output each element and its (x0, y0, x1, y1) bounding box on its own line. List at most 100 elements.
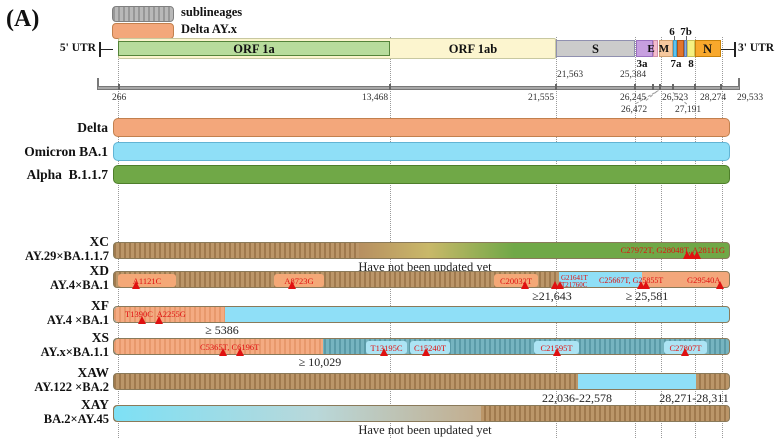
lineage-bar-delta (113, 118, 730, 137)
gene-box-orf7a (676, 40, 684, 57)
mutation-triangle-icon (693, 251, 701, 259)
mutation-triangle-icon (556, 281, 564, 289)
utr5-bracket-arm (99, 48, 113, 50)
gene-label-orf7a: 7a (670, 58, 682, 70)
lineage-label-alpha: Alpha B.1.1.7 (26, 167, 108, 182)
axis-tick (389, 84, 391, 90)
mutation-triangle-icon (138, 316, 146, 324)
axis-tick (659, 84, 661, 90)
utr3-label: 3' UTR (738, 42, 775, 54)
axis-end-tick-left (96, 78, 99, 87)
gridline-28274 (695, 37, 696, 438)
breakpoint-label: ≥ 10,029 (298, 355, 342, 369)
gridline-13468 (390, 37, 391, 438)
mutation-triangle-icon (642, 281, 650, 289)
gridline-266 (118, 37, 119, 438)
coord-26523: 26,523 (661, 93, 689, 103)
gene-label-s: S (592, 42, 599, 56)
gene-label-orf1a: ORF 1a (233, 42, 275, 56)
mutation-triangle-icon (155, 316, 163, 324)
mutation-label: T21760C (561, 280, 588, 288)
mutation-box: A8723G (274, 274, 324, 287)
recombinant-label-xf: XF AY.4 ×BA.1 (46, 298, 109, 327)
mutation-triangle-icon (637, 281, 645, 289)
mutation-triangle-icon (521, 281, 529, 289)
coord-25384: 25,384 (619, 70, 647, 80)
tick-orf6 (674, 36, 675, 40)
lineage-bar-omicron (113, 142, 730, 161)
gene-label-orf8: 8 (688, 58, 694, 70)
panel-label: (A) (6, 6, 40, 32)
axis-tick (555, 84, 557, 90)
gridline-26523 (661, 37, 662, 438)
lineage-label-delta: Delta (77, 120, 108, 135)
gene-box-s (556, 40, 635, 57)
coord-21555: 21,555 (527, 93, 555, 103)
segment-delta (114, 339, 323, 354)
mutation-triangle-icon (380, 348, 388, 356)
recombinant-label-xaw: XAW AY.122 ×BA.2 (34, 365, 109, 394)
mutation-label: C27972T, G28048T, A28111G (620, 245, 725, 255)
coord-266: 266 (112, 93, 127, 103)
axis-tick (672, 84, 674, 90)
segment-transition (359, 243, 514, 258)
coord-13468: 13,468 (361, 93, 389, 103)
coord-28274: 28,274 (699, 93, 727, 103)
mutation-label: C25667T, G25855T (599, 276, 664, 285)
mutation-box: C15240T (410, 341, 450, 354)
mutation-triangle-icon (219, 348, 227, 356)
mutation-box: C27807T (664, 341, 707, 354)
gene-box-e (652, 40, 658, 57)
segment-ba1 (559, 272, 642, 287)
segment-transition (114, 406, 481, 421)
axis-tick (719, 84, 722, 90)
coord-21563: 21,563 (557, 70, 584, 80)
gene-box-orf6 (672, 40, 677, 57)
recombinant-label-xs: XS AY.x×BA.1.1 (40, 330, 109, 359)
breakpoint-label: 22,036-22,578 (542, 391, 612, 405)
gene-box-orf1a (118, 41, 390, 56)
mutation-label: C5365T, C6196T (200, 341, 260, 352)
gene-box-n (694, 40, 721, 57)
mutation-box: C21595T (534, 341, 579, 354)
utr3-bracket-arm (721, 48, 734, 50)
gridline-29533 (722, 37, 723, 438)
note-xay: Have not been updated yet (358, 423, 492, 437)
recombinant-bar-xs: C5365T, C6196T T13195C C15240T C21595T C… (113, 338, 730, 355)
utr3-bracket (734, 42, 736, 57)
mutation-triangle-icon (681, 348, 689, 356)
segment-delta-right (642, 272, 729, 287)
mutation-box: A1121C (118, 274, 176, 287)
mutation-triangle-icon (422, 348, 430, 356)
mutation-triangle-icon (716, 281, 724, 289)
recombinant-bar-xay (113, 405, 730, 422)
axis-tick (694, 84, 696, 90)
coord-27191: 27,191 (674, 105, 702, 115)
mutation-label: T1390C A2255G (125, 309, 186, 319)
mutation-triangle-icon (683, 251, 691, 259)
recombinant-label-xc: XC AY.29×BA.1.1.7 (25, 234, 109, 263)
breakpoint-label: ≥21,643 (532, 289, 572, 303)
coord-29533: 29,533 (736, 93, 764, 103)
mutation-triangle-icon (132, 281, 140, 289)
tick-orf7b (686, 36, 687, 40)
mutation-label: G21641T (561, 273, 588, 282)
recombinant-label-xay: XAY BA.2×AY.45 (43, 397, 109, 426)
gene-label-orf3a: 3a (636, 58, 648, 70)
axis-line (97, 86, 740, 90)
coord-26472: 26,472 (620, 105, 648, 115)
gridline-25384 (635, 37, 636, 438)
gene-label-orf6: 6 (669, 26, 675, 38)
recombinant-label-xd: XD AY.4×BA.1 (50, 263, 109, 292)
gene-label-orf7b: 7b (680, 26, 692, 38)
gene-box-orf3a (635, 40, 653, 57)
utr5-label: 5' UTR (59, 42, 96, 54)
segment-ba2 (578, 374, 696, 389)
gene-label-n: N (702, 42, 713, 56)
recombinant-bar-xaw (113, 373, 730, 390)
recombinant-bar-xc: C27972T, G28048T, A28111G (113, 242, 730, 259)
axis-tick (118, 84, 120, 90)
lineage-bar-alpha (113, 165, 730, 184)
mutation-box: T13195C (366, 341, 407, 354)
